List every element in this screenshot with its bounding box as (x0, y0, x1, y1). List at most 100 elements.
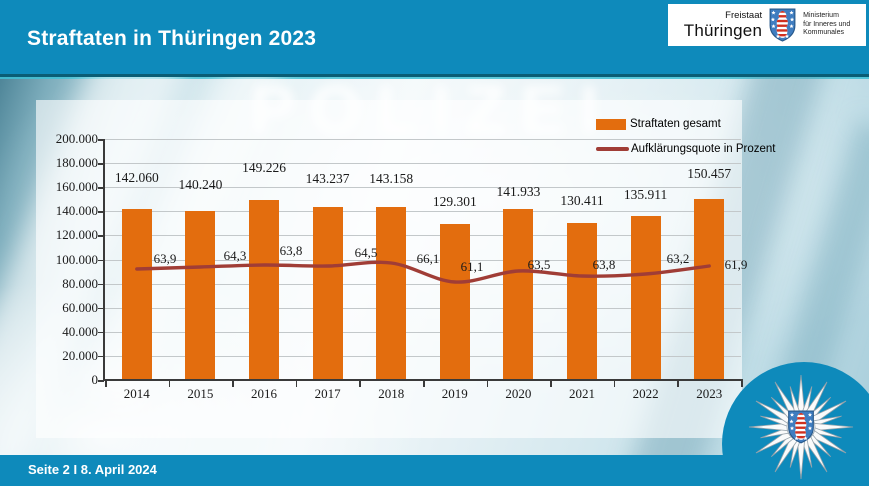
x-axis-label: 2014 (123, 386, 150, 401)
x-axis-tick (677, 381, 679, 387)
line-value-label: 66,1 (416, 251, 440, 266)
x-axis-label: 2020 (505, 386, 532, 401)
legend-item-aufklaerungsquote: Aufklärungsquote in Prozent (596, 141, 775, 157)
x-axis-tick (359, 381, 361, 387)
logo-freistaat-label: Freistaat (725, 10, 763, 22)
line-value-label: 63,5 (527, 257, 551, 272)
legend-bar-swatch (596, 118, 626, 130)
x-axis-label: 2018 (378, 386, 405, 401)
y-axis-tick (98, 355, 104, 358)
x-axis-label: 2021 (569, 386, 595, 401)
x-axis-tick (232, 381, 234, 387)
bar-value-label: 141.933 (496, 184, 541, 199)
bar-2021 (567, 222, 597, 380)
bar-value-label: 129.301 (432, 194, 477, 209)
gridline (105, 259, 741, 261)
x-axis-tick (741, 381, 743, 387)
x-axis-tick (295, 381, 298, 387)
logo-thueringen-label: Thüringen (683, 20, 763, 40)
bar-2020 (503, 208, 534, 380)
x-axis-label: 2022 (632, 386, 659, 401)
line-value-label: 63,2 (666, 251, 690, 266)
line-value-label: 61,1 (460, 259, 484, 274)
y-axis-label: 20.000 (62, 347, 98, 363)
gridline (105, 139, 741, 140)
y-axis-label: 60.000 (62, 299, 98, 315)
x-axis-tick (486, 381, 489, 387)
y-axis-tick (98, 211, 104, 213)
y-axis-label: 200.000 (55, 131, 98, 146)
bar-2017 (312, 207, 343, 380)
thuringia-coat-of-arms-icon (769, 8, 796, 42)
bar-value-label: 130.411 (560, 193, 604, 208)
bar-value-label: 149.226 (242, 160, 286, 175)
logo-ministry-text: Ministerium für Inneres und Kommunales (803, 12, 850, 38)
bar-value-label: 143.237 (305, 171, 350, 186)
line-value-label: 64,5 (354, 245, 378, 260)
bar-value-label: 150.457 (687, 166, 732, 181)
police-badge-background (722, 362, 869, 486)
x-axis-line (103, 379, 743, 381)
x-axis-tick (550, 381, 552, 387)
gridline (105, 187, 741, 189)
gridline (105, 331, 741, 333)
line-value-label: 63,8 (279, 243, 303, 258)
x-axis-label: 2019 (441, 386, 468, 401)
bar-value-label: 140.240 (178, 177, 223, 192)
line-value-label: 61,9 (724, 257, 748, 272)
bar-value-label: 143.158 (369, 171, 414, 186)
x-axis-label: 2015 (187, 386, 214, 401)
y-axis-tick (98, 187, 104, 189)
x-axis-label: 2017 (314, 386, 341, 401)
logo-state-text: Freistaat Thüringen (684, 11, 762, 39)
legend-line-swatch (596, 147, 629, 151)
x-axis-tick (423, 381, 425, 387)
bar-2018 (376, 207, 407, 380)
y-axis-label: 120.000 (55, 227, 98, 243)
photo-highlight-line (0, 77, 869, 79)
y-axis-line (103, 139, 105, 381)
y-axis-tick (98, 283, 104, 286)
gridline (105, 283, 741, 285)
page-title: Straftaten in Thüringen 2023 (27, 27, 317, 50)
y-axis-label: 140.000 (55, 203, 98, 219)
bar-2022 (630, 216, 661, 380)
x-axis-tick (105, 381, 107, 387)
y-axis-tick (98, 139, 104, 141)
gridline (105, 307, 741, 309)
ministry-line: für Inneres und (803, 20, 851, 28)
line-value-label: 63,8 (592, 257, 616, 272)
y-axis-label: 80.000 (62, 275, 98, 291)
line-value-label: 63,9 (153, 251, 177, 266)
gridline (105, 163, 741, 165)
y-axis-tick (98, 259, 104, 262)
bar-2014 (121, 208, 152, 380)
chart-legend: Straftaten gesamt Aufklärungsquote in Pr… (596, 116, 775, 166)
y-axis-tick (98, 380, 104, 382)
legend-item-straftaten: Straftaten gesamt (596, 116, 775, 132)
bar-2015 (185, 211, 216, 380)
y-axis-label: 160.000 (55, 179, 98, 195)
y-axis-label: 180.000 (55, 155, 98, 171)
y-axis-tick (98, 163, 104, 165)
y-axis-tick (98, 331, 104, 334)
line-value-label: 64,3 (223, 248, 247, 263)
legend-label: Straftaten gesamt (630, 118, 721, 130)
ministry-line: Ministerium (803, 11, 839, 19)
gridline (105, 211, 741, 213)
y-axis-label: 40.000 (62, 323, 98, 339)
y-axis-label: 0 (91, 372, 99, 387)
bar-2019 (439, 224, 470, 380)
police-star-icon (748, 374, 854, 480)
ministry-logo: Freistaat Thüringen Ministerium für Inne… (668, 4, 866, 46)
bar-2016 (249, 200, 279, 380)
gridline (105, 235, 741, 237)
gridline (105, 355, 741, 357)
bar-value-label: 142.060 (114, 170, 159, 185)
y-axis-tick (98, 235, 104, 237)
x-axis-label: 2023 (696, 386, 723, 401)
x-axis-tick (168, 381, 171, 387)
x-axis-label: 2016 (251, 386, 277, 401)
bar-2023 (694, 198, 725, 380)
